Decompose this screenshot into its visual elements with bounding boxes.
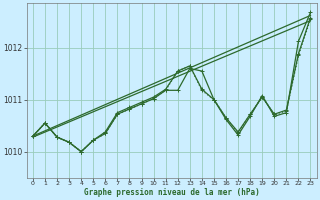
X-axis label: Graphe pression niveau de la mer (hPa): Graphe pression niveau de la mer (hPa)	[84, 188, 260, 197]
